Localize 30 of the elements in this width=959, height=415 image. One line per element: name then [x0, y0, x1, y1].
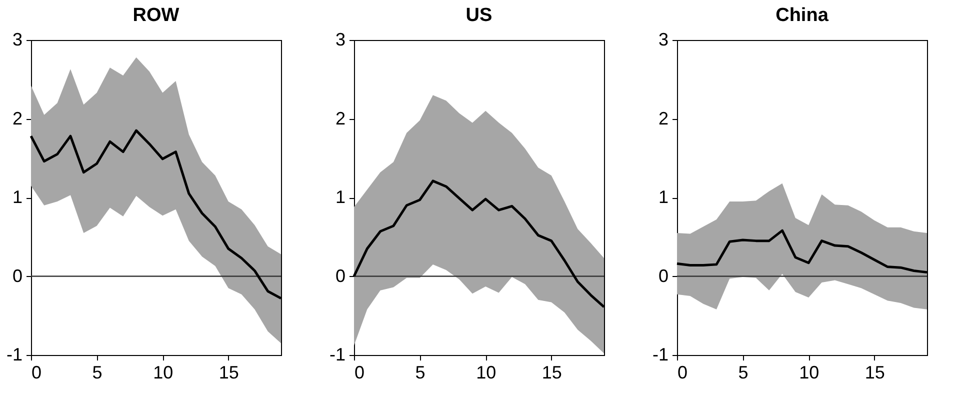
y-tick-label: 1	[335, 187, 346, 207]
x-tick-label: 5	[92, 362, 102, 382]
x-tick-label: 10	[476, 362, 496, 382]
x-tick-label: 5	[415, 362, 426, 382]
y-tick-label: -1	[652, 344, 668, 364]
chart-title: China	[776, 5, 829, 26]
y-tick-label: 3	[12, 30, 22, 50]
y-tick-label: 3	[335, 30, 346, 50]
y-tick-label: 2	[335, 108, 346, 128]
chart-title: US	[466, 5, 492, 26]
x-tick-label: 15	[542, 362, 562, 382]
y-tick-label: -1	[329, 344, 346, 364]
x-tick-label: 15	[864, 362, 885, 382]
x-tick-label: 5	[738, 362, 748, 382]
x-tick-label: 10	[799, 362, 820, 382]
x-tick-label: 15	[218, 362, 239, 382]
y-tick-label: 1	[12, 187, 22, 207]
y-tick-label: 2	[658, 108, 668, 128]
chart-title: ROW	[132, 5, 180, 26]
y-tick-label: 1	[658, 187, 668, 207]
y-tick-label: 0	[12, 266, 22, 286]
y-tick-label: -1	[6, 344, 22, 364]
x-tick-label: 0	[32, 362, 42, 382]
y-tick-label: 0	[335, 266, 346, 286]
y-tick-label: 2	[12, 108, 22, 128]
x-tick-label: 0	[354, 362, 365, 382]
y-tick-label: 0	[658, 266, 668, 286]
x-tick-label: 10	[153, 362, 174, 382]
y-tick-label: 3	[658, 30, 668, 50]
x-tick-label: 0	[678, 362, 688, 382]
